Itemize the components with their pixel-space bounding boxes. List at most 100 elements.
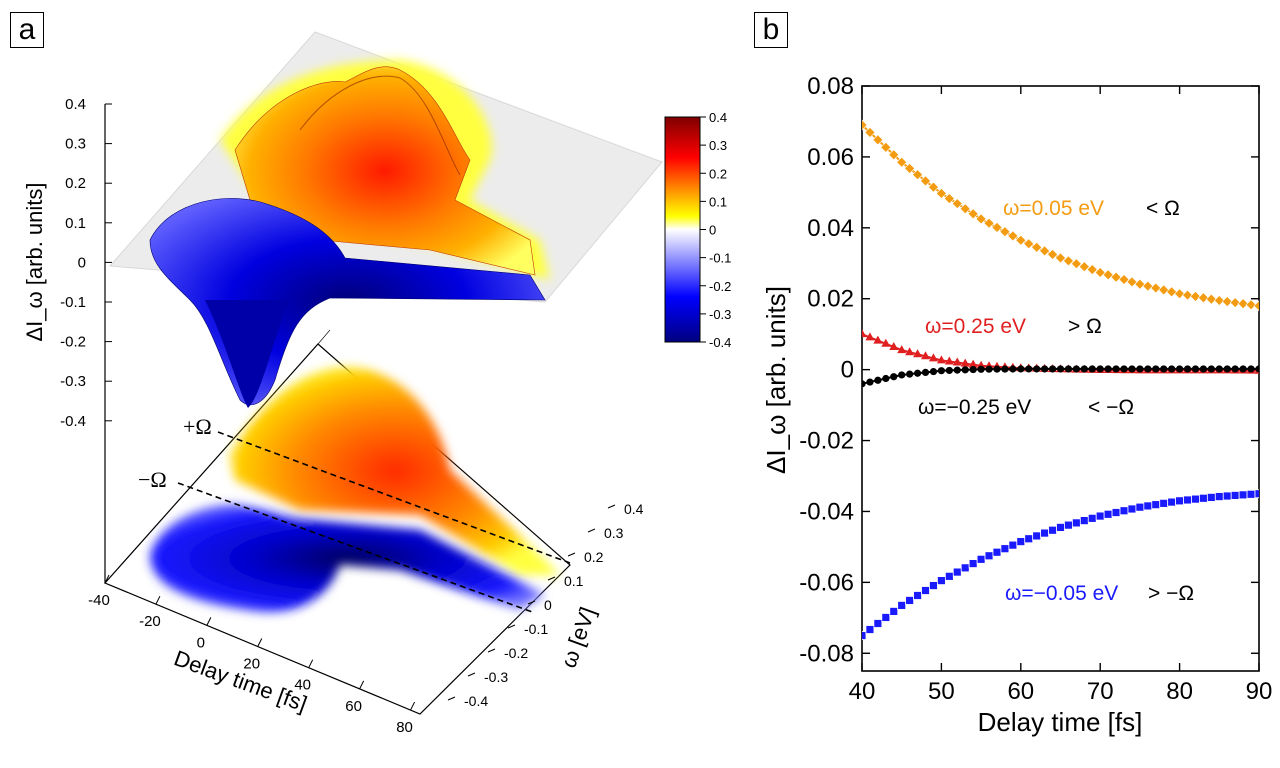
colorbar-ticks: 0.4 0.3 0.2 0.1 0 -0.1 -0.2 -0.3 -0.4 <box>700 110 731 350</box>
minus-omega-label: −Ω <box>138 467 167 492</box>
series-3-marker <box>1167 497 1177 507</box>
omega-axis-label: ω [eV] <box>556 604 601 671</box>
delay-tick-label: -20 <box>139 613 161 630</box>
series-0-marker <box>959 203 971 215</box>
delay-tick-label: 40 <box>294 677 311 694</box>
omega-tick-label: -0.4 <box>464 693 488 709</box>
series-0-marker <box>880 141 892 153</box>
series-2-marker <box>866 378 874 386</box>
series-0-marker <box>1221 296 1233 307</box>
series-3-marker <box>921 586 930 595</box>
series-1-marker <box>873 335 883 344</box>
delay-tick <box>104 574 110 584</box>
series-2-marker <box>961 366 969 374</box>
series-label-3: ω=−0.05 eV <box>1005 582 1118 605</box>
series-1-marker <box>897 345 907 354</box>
colorbar-tick-label: 0.2 <box>709 166 727 181</box>
surface-dip <box>205 300 290 408</box>
omega-tick <box>567 552 576 557</box>
series-2-marker <box>937 367 946 375</box>
y-tick-label-b: -0.02 <box>799 428 854 455</box>
series-3-marker <box>889 607 899 616</box>
series-0-marker <box>1015 234 1027 246</box>
delay-tick <box>308 659 314 668</box>
legend-label-1: ω=0.25 eV > Ω <box>925 315 1102 338</box>
omega-tick <box>487 648 496 653</box>
series-2-marker <box>898 371 906 379</box>
series-2-marker <box>1017 365 1025 373</box>
series-2-marker <box>1191 365 1200 373</box>
series-3-marker <box>1206 493 1216 502</box>
legend-label-2: ω=−0.25 eV < −Ω <box>918 396 1134 419</box>
series-2-marker <box>882 374 890 383</box>
series-2-marker <box>1215 365 1223 373</box>
y-tick-label-b: 0.06 <box>807 144 854 171</box>
series-0-marker <box>1174 288 1186 300</box>
series-0-marker <box>888 149 900 161</box>
series-0-marker <box>1086 264 1098 276</box>
series-2-marker <box>1160 365 1168 373</box>
series-2-marker <box>929 367 938 376</box>
y-tick-label-b: -0.04 <box>799 498 854 525</box>
panel-b: 40 50 60 70 80 90 -0.08 -0.06 -0.04 -0.02 0 0.02 0.0… <box>761 73 1272 737</box>
series-0-marker <box>1007 230 1019 242</box>
series-1-marker <box>936 355 946 364</box>
series-2-marker <box>945 366 953 375</box>
series-2-marker <box>1176 365 1184 373</box>
series-3-marker <box>865 625 875 634</box>
series-2-marker <box>1247 365 1255 373</box>
series-2-marker <box>1144 365 1152 373</box>
series-3-marker <box>1222 491 1232 501</box>
surface-ridge-line <box>299 75 461 176</box>
series-0-marker <box>1205 293 1217 305</box>
series-3-marker <box>968 559 978 568</box>
y-tick-label-b: 0.04 <box>807 215 854 242</box>
series-1-marker <box>865 332 875 341</box>
series-0-marker <box>1166 286 1178 298</box>
x-tick-label-b: 70 <box>1087 678 1114 705</box>
series-2-marker <box>1231 365 1239 373</box>
series-3-marker <box>1087 513 1097 523</box>
series-0-marker <box>1070 258 1082 270</box>
omega-tick <box>547 576 556 581</box>
delay-tick-label: 60 <box>345 698 362 715</box>
z-tick-label: 0.3 <box>65 136 86 153</box>
series-2-marker <box>1199 365 1208 373</box>
series-2-marker <box>1072 365 1080 373</box>
z-tick-label: -0.1 <box>60 294 86 311</box>
series-2-marker <box>1080 365 1088 373</box>
series-0-marker <box>1039 245 1051 257</box>
series-0-marker <box>1229 297 1241 309</box>
series-1-marker <box>968 359 978 368</box>
series-2-marker <box>1048 365 1057 373</box>
x-tick-label-b: 60 <box>1007 678 1034 705</box>
series-label-2: ω=−0.25 eV <box>918 396 1031 419</box>
series-2-marker <box>985 365 993 373</box>
y-tick-label-b: 0 <box>841 357 854 384</box>
series-0-marker <box>1047 248 1058 260</box>
z-tick-label: -0.3 <box>60 373 86 390</box>
z-tick-label: -0.4 <box>60 413 86 430</box>
colorbar-tick-label: 0 <box>709 223 716 238</box>
series-3-marker <box>937 576 946 585</box>
y-tick-label-b: -0.06 <box>799 569 854 596</box>
series-3-marker <box>1254 489 1259 499</box>
x-tick-label-b: 40 <box>849 678 876 705</box>
series-2-marker <box>953 366 961 374</box>
series-3-marker <box>1000 544 1010 554</box>
x-axis-label-b: Delay time [fs] <box>978 707 1143 737</box>
colorbar <box>664 116 701 343</box>
series-relation-0: < Ω <box>1146 197 1180 220</box>
series-1-marker <box>944 356 954 365</box>
colorbar-tick-label: 0.4 <box>709 110 727 125</box>
series-2-marker <box>921 368 930 377</box>
delay-tick <box>206 617 212 626</box>
series-2-marker <box>1104 365 1112 373</box>
series-0-marker <box>1126 276 1138 288</box>
series-0-marker <box>935 188 947 199</box>
series-1-marker <box>881 338 891 347</box>
omega-tick <box>607 504 616 509</box>
series-3-marker <box>1079 516 1089 526</box>
x-tick-label-b: 80 <box>1166 678 1193 705</box>
